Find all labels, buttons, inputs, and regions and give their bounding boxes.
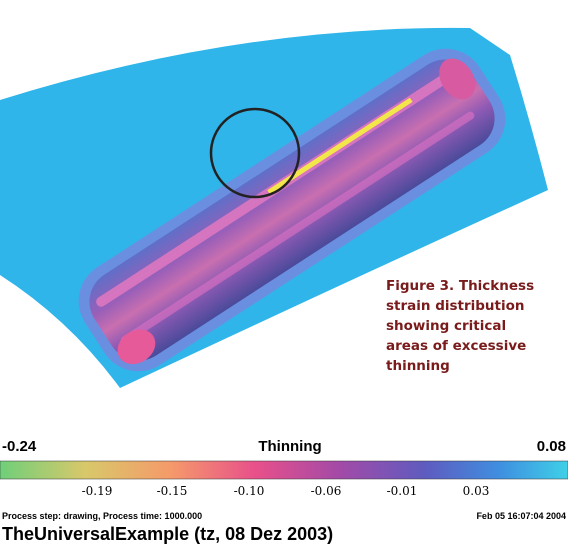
caption-line: areas of excessive	[386, 336, 566, 356]
colorbar	[0, 461, 568, 479]
caption-line: strain distribution	[386, 296, 566, 316]
colorbar-tick: -0.10	[234, 484, 265, 498]
colorbar-min: -0.24	[2, 438, 36, 455]
colorbar-tick: -0.01	[387, 484, 418, 498]
caption-line: thinning	[386, 356, 566, 376]
colorbar-title: Thinning	[258, 438, 321, 455]
timestamp: Feb 05 16:07:04 2004	[476, 511, 566, 521]
colorbar-tick: -0.15	[157, 484, 188, 498]
colorbar-tick: 0.03	[463, 484, 490, 498]
colorbar-tick: -0.19	[82, 484, 113, 498]
example-title: TheUniversalExample (tz, 08 Dez 2003)	[2, 524, 333, 544]
caption-line: showing critical	[386, 316, 566, 336]
simulation-view	[0, 0, 568, 544]
process-info: Process step: drawing, Process time: 100…	[2, 511, 202, 521]
caption-line: Figure 3. Thickness	[386, 276, 566, 296]
page: Figure 3. Thickness strain distribution …	[0, 0, 568, 544]
colorbar-tick: -0.06	[311, 484, 342, 498]
caption: Figure 3. Thickness strain distribution …	[386, 276, 566, 376]
colorbar-max: 0.08	[537, 438, 566, 455]
